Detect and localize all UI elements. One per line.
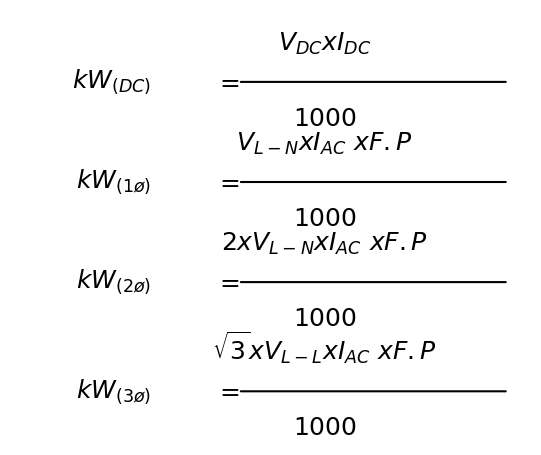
Text: $2xV_{L-N}xI_{AC}\ xF.P$: $2xV_{L-N}xI_{AC}\ xF.P$ xyxy=(221,231,428,257)
Text: $V_{L-N}xI_{AC}\ xF.P$: $V_{L-N}xI_{AC}\ xF.P$ xyxy=(236,131,413,157)
Text: $=$: $=$ xyxy=(215,70,240,94)
Text: $\sqrt{3}xV_{L-L}xI_{AC}\ xF.P$: $\sqrt{3}xV_{L-L}xI_{AC}\ xF.P$ xyxy=(213,329,437,366)
Text: $=$: $=$ xyxy=(215,379,240,403)
Text: $1000$: $1000$ xyxy=(293,207,357,231)
Text: $1000$: $1000$ xyxy=(293,107,357,131)
Text: $kW_{(1ø)}$: $kW_{(1ø)}$ xyxy=(76,168,151,196)
Text: $=$: $=$ xyxy=(215,170,240,194)
Text: $kW_{(DC)}$: $kW_{(DC)}$ xyxy=(72,68,151,96)
Text: $1000$: $1000$ xyxy=(293,416,357,440)
Text: $1000$: $1000$ xyxy=(293,307,357,331)
Text: $=$: $=$ xyxy=(215,270,240,294)
Text: $V_{DC}xI_{DC}$: $V_{DC}xI_{DC}$ xyxy=(278,30,371,57)
Text: $kW_{(3ø)}$: $kW_{(3ø)}$ xyxy=(76,377,151,405)
Text: $kW_{(2ø)}$: $kW_{(2ø)}$ xyxy=(76,268,151,296)
